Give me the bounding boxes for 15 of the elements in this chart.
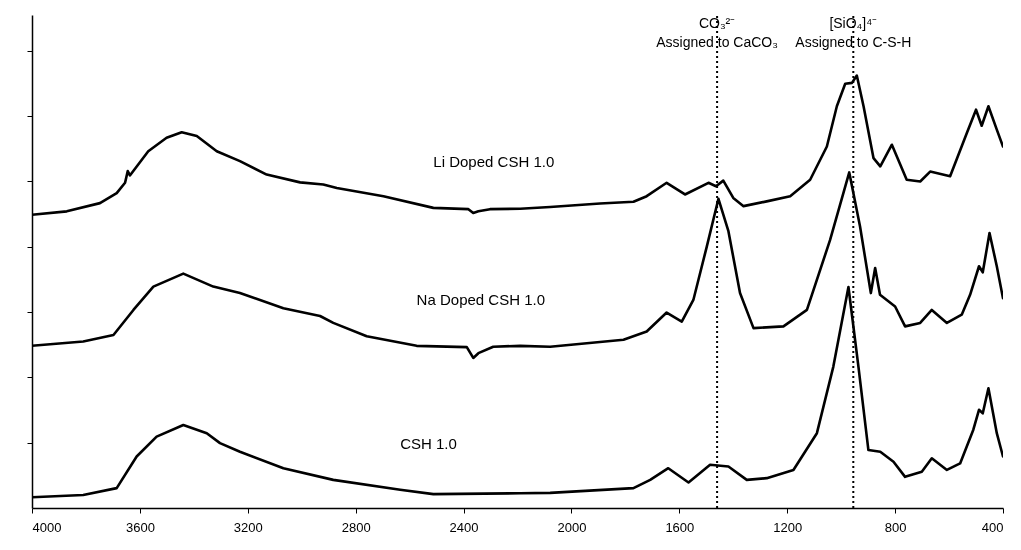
x-tick-label: 400: [981, 519, 1004, 535]
x-tick-label: 3200: [233, 519, 263, 535]
text: Li Doped CSH 1.0: [433, 152, 555, 170]
x-tick-label: 2800: [341, 519, 371, 535]
x-tick-label: 800: [884, 519, 907, 535]
x-tick-label: 1600: [665, 519, 695, 535]
x-tick-label: 2400: [449, 519, 479, 535]
x-tick-label: 3600: [125, 519, 155, 535]
x-tick-label: 4000: [32, 519, 62, 535]
ref-line-label: CO₃²⁻ Assigned to CaCO₃: [656, 15, 778, 50]
x-tick-label: 2000: [557, 519, 587, 535]
ref-line-label: [SiO₄]⁴⁻ Assigned to C-S-H: [795, 15, 912, 50]
x-tick-label: 1200: [773, 519, 803, 535]
text: CSH 1.0: [400, 434, 457, 452]
text: Na Doped CSH 1.0: [416, 290, 546, 308]
